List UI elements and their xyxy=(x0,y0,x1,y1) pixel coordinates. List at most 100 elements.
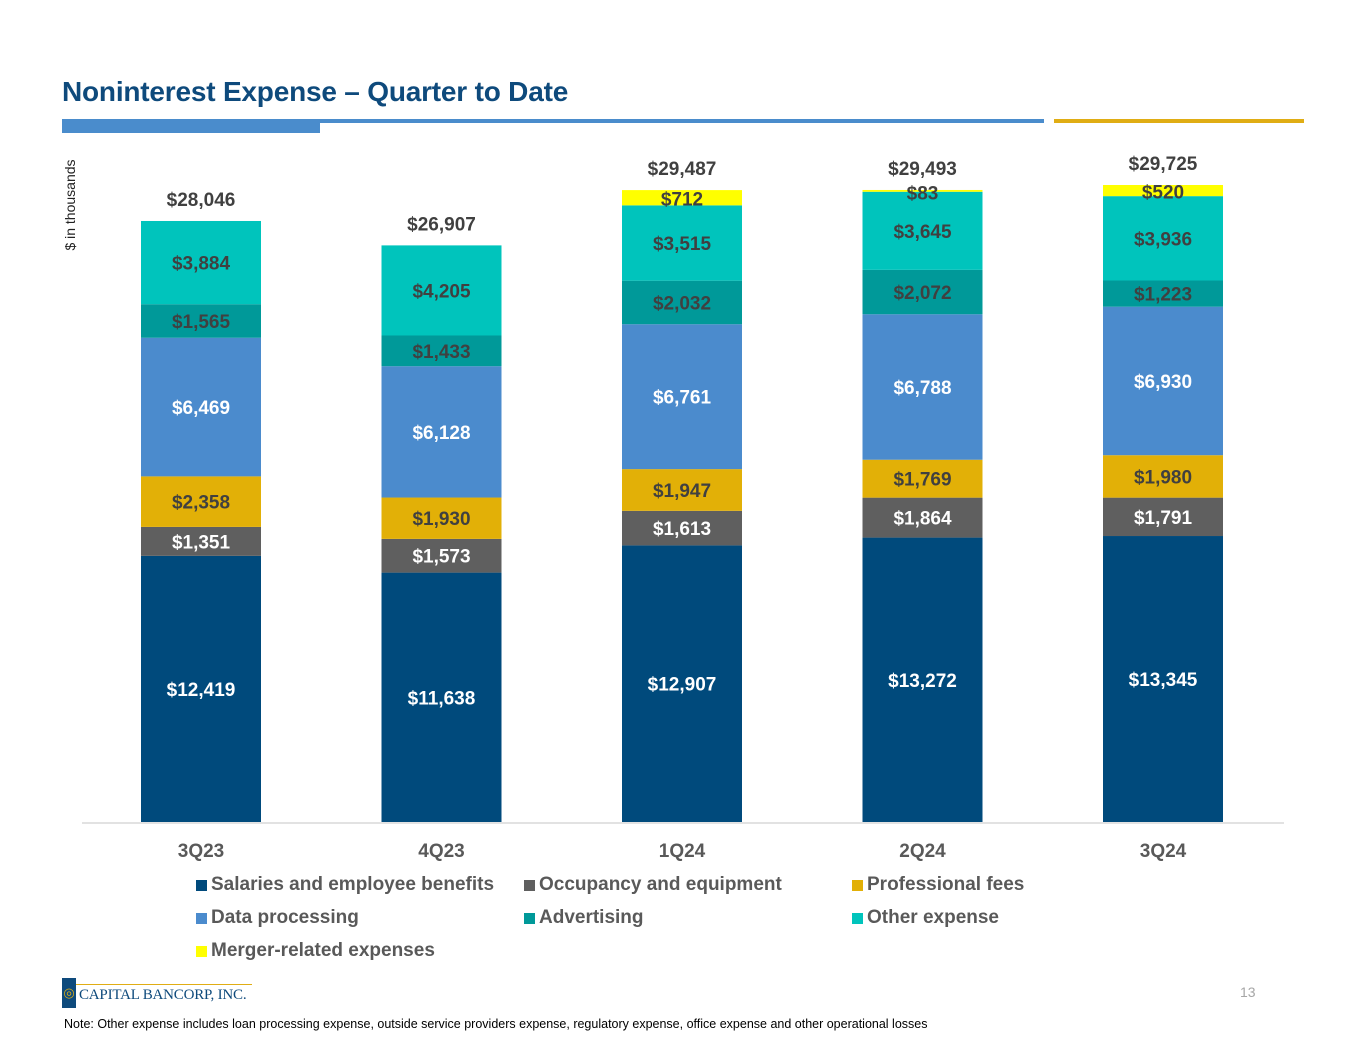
swirl-icon: ◎ xyxy=(63,985,75,1000)
data-label: $1,947 xyxy=(653,481,711,502)
footnote: Note: Other expense includes loan proces… xyxy=(64,1017,928,1031)
bar-stack-3Q24: $13,345 $1,791 $1,980 $6,930 $1,223 $3,936 $52… xyxy=(1103,183,1223,822)
data-label: $4,205 xyxy=(412,281,471,302)
bar-segment xyxy=(141,220,261,305)
x-tick-label: 3Q23 xyxy=(178,841,224,862)
data-label: $3,936 xyxy=(1134,229,1192,250)
bar-segment xyxy=(1103,455,1223,498)
legend-item: Salaries and employee benefits xyxy=(196,874,494,896)
data-label: $11,638 xyxy=(408,688,476,709)
bar-segment xyxy=(862,191,983,270)
legend-swatch xyxy=(196,912,207,924)
bar-segment xyxy=(381,366,502,498)
bar-segment xyxy=(381,335,502,367)
legend-swatch xyxy=(852,879,863,891)
legend-label: Merger-related expenses xyxy=(211,940,435,961)
data-label: $13,345 xyxy=(1129,670,1198,691)
data-label: $83 xyxy=(907,183,939,204)
bar-segment xyxy=(1103,196,1223,281)
data-label: $12,907 xyxy=(648,675,717,696)
legend-label: Occupancy and equipment xyxy=(539,874,782,895)
data-label: $3,515 xyxy=(653,234,712,255)
bar-segment xyxy=(141,526,261,556)
title-rule-blue-accent xyxy=(62,122,320,133)
x-tick-label: 3Q24 xyxy=(1140,841,1187,862)
data-label: $12,419 xyxy=(167,680,236,701)
data-label: $1,351 xyxy=(172,532,231,553)
bar-stack-1Q24: $12,907 $1,613 $1,947 $6,761 $2,032 $3,515 $71… xyxy=(622,190,742,822)
data-label: $1,223 xyxy=(1134,285,1192,306)
data-label: $1,769 xyxy=(893,470,951,491)
bar-segment xyxy=(862,189,983,192)
data-label: $1,791 xyxy=(1134,508,1193,529)
data-label: $520 xyxy=(1142,183,1184,204)
data-label: $1,565 xyxy=(172,312,231,333)
legend-swatch xyxy=(524,912,535,924)
legend-item: Data processing xyxy=(196,907,359,929)
legend-item: Merger-related expenses xyxy=(196,940,435,962)
title-rule-gold xyxy=(1054,119,1304,123)
bar-segment xyxy=(381,572,502,822)
x-tick-label: 2Q24 xyxy=(899,841,946,862)
logo-rule xyxy=(76,984,252,985)
data-label: $3,884 xyxy=(172,254,231,275)
bar-segment xyxy=(622,469,742,511)
x-tick-label: 1Q24 xyxy=(659,841,706,862)
total-label: $28,046 xyxy=(167,190,236,211)
data-label: $6,761 xyxy=(653,388,712,409)
slide-title: Noninterest Expense – Quarter to Date xyxy=(62,76,569,107)
data-label: $1,864 xyxy=(893,509,952,530)
bar-segment xyxy=(141,476,261,527)
data-label: $1,613 xyxy=(653,519,711,540)
data-label: $3,645 xyxy=(893,222,952,243)
legend-item: Other expense xyxy=(852,907,999,929)
bar-segment xyxy=(862,269,983,315)
data-label: $6,128 xyxy=(412,423,470,444)
bar-segment xyxy=(622,510,742,546)
bar-segment xyxy=(622,205,742,281)
data-label: $712 xyxy=(661,190,703,211)
bar-segment xyxy=(1103,536,1223,822)
legend-item: Professional fees xyxy=(852,874,1024,896)
data-label: $2,072 xyxy=(893,283,951,304)
bar-segment xyxy=(622,280,742,325)
title-rule-blue xyxy=(62,119,1044,123)
data-label: $2,358 xyxy=(172,493,230,514)
legend-label: Salaries and employee benefits xyxy=(211,874,495,895)
legend-label: Advertising xyxy=(539,907,644,928)
bar-segment xyxy=(141,337,261,477)
data-label: $6,788 xyxy=(893,378,951,399)
total-label: $29,487 xyxy=(648,159,717,180)
bar-segment xyxy=(381,245,502,336)
data-label: $1,573 xyxy=(412,547,470,568)
bar-segment xyxy=(622,324,742,470)
data-label: $13,272 xyxy=(888,671,957,692)
bar-segment xyxy=(1103,185,1223,197)
data-label: $1,433 xyxy=(412,342,470,363)
legend-item: Advertising xyxy=(524,907,644,929)
bar-segment xyxy=(622,190,742,206)
bar-stack-4Q23: $11,638 $1,573 $1,930 $6,128 $1,433 $4,205 xyxy=(381,245,502,822)
x-tick-label: 4Q23 xyxy=(418,841,464,862)
stacked-bar-chart: $12,419 $1,351 $2,358 $6,469 $1,565 $3,884 $28… xyxy=(82,154,1284,862)
bar-segment xyxy=(862,459,983,498)
data-label: $6,930 xyxy=(1134,372,1192,393)
legend-label: Data processing xyxy=(211,907,359,928)
total-label: $26,907 xyxy=(407,214,476,235)
bar-segment xyxy=(622,545,742,822)
legend-swatch xyxy=(196,945,207,957)
bar-segment xyxy=(862,537,983,822)
bar-stack-3Q23: $12,419 $1,351 $2,358 $6,469 $1,565 $3,884 xyxy=(141,220,261,822)
page-number: 13 xyxy=(1240,984,1256,1000)
legend-label: Other expense xyxy=(867,907,999,928)
data-label: $2,032 xyxy=(653,293,711,314)
data-label: $6,469 xyxy=(172,398,230,419)
bar-segment xyxy=(1103,280,1223,307)
legend-label: Professional fees xyxy=(867,874,1025,895)
legend-swatch xyxy=(196,879,207,891)
bar-segment xyxy=(862,497,983,538)
logo-text: CAPITAL BANCORP, INC. xyxy=(79,987,247,1003)
bar-segment xyxy=(141,555,261,822)
bar-segment xyxy=(141,304,261,338)
bar-segment xyxy=(381,497,502,539)
